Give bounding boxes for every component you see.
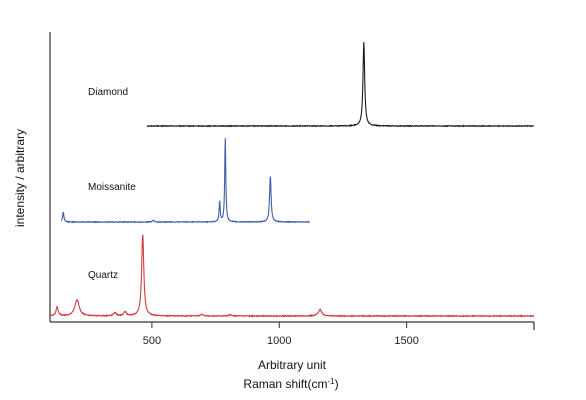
series-label-diamond: Diamond (88, 87, 128, 98)
series-line-moissanite (60, 137, 310, 224)
x-axis-title: Arbitrary unit (258, 358, 327, 372)
series-line-diamond (146, 42, 534, 128)
x-axis-title-secondary-sup: -1 (327, 377, 335, 386)
x-tick-label-500: 500 (143, 335, 161, 347)
series-group (49, 42, 535, 318)
y-axis-title: intensity / arbitrary (13, 129, 27, 227)
series-label-moissanite: Moissanite (88, 182, 136, 193)
x-axis-title-secondary-main: Raman shift(cm (243, 377, 327, 391)
x-axis-title-secondary-tail: ) (335, 377, 339, 391)
x-tick-label-1500: 1500 (394, 335, 418, 347)
series-label-quartz: Quartz (88, 270, 118, 281)
series-line-quartz (49, 234, 535, 318)
x-ticks-group: 500 1000 1500 (143, 322, 419, 347)
x-axis-title-secondary: Raman shift(cm-1) (243, 377, 338, 392)
x-tick-label-1000: 1000 (267, 335, 291, 347)
